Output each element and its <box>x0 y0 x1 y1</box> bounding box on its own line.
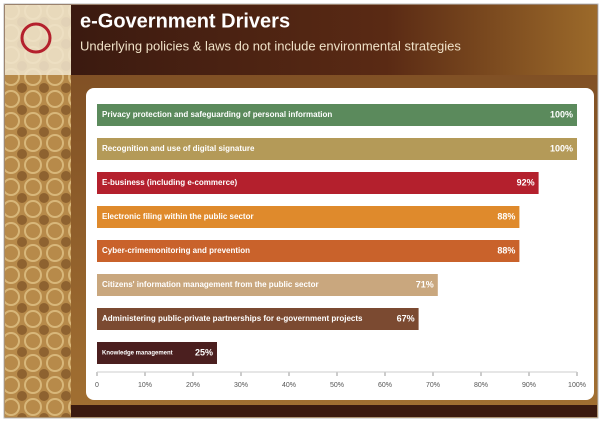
bar-label: Privacy protection and safeguarding of p… <box>102 110 332 119</box>
plot: 0 10% 20% 30% 40% 50% 60% 70% 80% 90% 100% Privacy … <box>95 104 586 389</box>
footer <box>71 405 597 417</box>
bar-label: Electronic filing within the public sect… <box>102 212 254 221</box>
bar-label: Knowledge management <box>102 351 173 357</box>
bar <box>97 172 539 194</box>
bar-label: Recognition and use of digital signature <box>102 144 255 153</box>
bar <box>97 138 577 160</box>
x-tick-label: 50% <box>330 382 344 389</box>
bar <box>97 206 520 228</box>
bar <box>97 104 577 126</box>
title: e-Government Drivers <box>80 10 290 32</box>
value-label: 71% <box>416 279 434 289</box>
value-label: 67% <box>397 313 415 323</box>
bar <box>97 342 217 364</box>
bar <box>97 240 520 262</box>
value-label: 92% <box>517 177 535 187</box>
value-label: 88% <box>497 211 515 221</box>
bar <box>97 274 438 296</box>
x-tick-label: 70% <box>426 382 440 389</box>
bar-label: Citizens' information management from th… <box>102 280 319 289</box>
logo <box>20 22 52 54</box>
x-tick-label: 90% <box>522 382 536 389</box>
x-tick-label: 40% <box>282 382 296 389</box>
x-tick-label: 0 <box>95 382 99 389</box>
x-tick-label: 10% <box>138 382 152 389</box>
value-label: 25% <box>195 347 213 357</box>
x-tick-label: 100% <box>568 382 586 389</box>
x-tick-label: 30% <box>234 382 248 389</box>
bar <box>97 308 419 330</box>
bar-label: Cyber-crimemonitoring and prevention <box>102 246 250 255</box>
header <box>71 5 597 75</box>
x-tick-label: 20% <box>186 382 200 389</box>
logo-area <box>5 5 71 75</box>
x-tick-label: 60% <box>378 382 392 389</box>
value-label: 100% <box>550 109 573 119</box>
bar-label: Administering public-private partnership… <box>102 314 363 323</box>
bar-label: E-business (including e-commerce) <box>102 178 237 187</box>
value-label: 88% <box>497 245 515 255</box>
subtitle: Underlying policies & laws do not includ… <box>80 38 461 53</box>
value-label: 100% <box>550 143 573 153</box>
x-tick-label: 80% <box>474 382 488 389</box>
